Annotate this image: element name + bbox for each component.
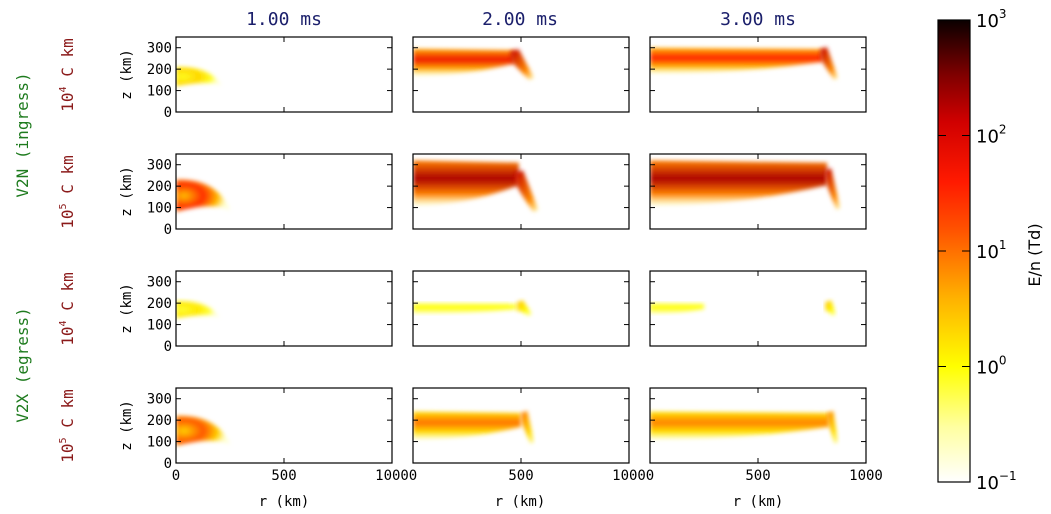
field-layer <box>650 300 836 316</box>
colorbar-tick-label: 100 <box>976 354 1007 379</box>
x-tick-label: 0 <box>172 468 180 484</box>
field-tip <box>827 410 838 444</box>
y-axis-label: z (km) <box>119 49 135 100</box>
field-band <box>413 160 519 206</box>
row-label-4: 105 C km <box>58 389 77 462</box>
column-title-2: 2.00 ms <box>482 9 558 30</box>
field-tip <box>825 300 836 316</box>
panel-r4-c3: 0 500 1000 <box>646 387 883 484</box>
y-tick-label: 0 <box>164 105 172 121</box>
field-layer <box>176 300 220 319</box>
row-label-2: 105 C km <box>58 155 77 228</box>
y-tick-label: 100 <box>147 201 172 217</box>
y-tick-label: 200 <box>147 413 172 429</box>
y-tick-label: 300 <box>147 41 172 57</box>
row-label-3: 104 C km <box>58 272 77 345</box>
colorbar-tick-label: 103 <box>976 7 1007 32</box>
panel-r3-c1: 0 100 200 300 z (km) <box>119 270 393 355</box>
panel-frame <box>412 36 630 113</box>
y-tick-label: 100 <box>147 435 172 451</box>
y-tick-label: 0 <box>164 222 172 238</box>
panel-r1-c2 <box>412 36 630 113</box>
panel-r4-c1: 0 100 200 300 0 500 1000 z (km) <box>119 387 409 484</box>
x-tick-label: 0 <box>646 468 654 484</box>
field-band <box>650 160 828 206</box>
field-arc <box>176 66 222 87</box>
x-tick-label: 1000 <box>375 468 409 484</box>
colorbar-tick-label: 102 <box>976 123 1007 148</box>
field-layer <box>413 300 532 316</box>
x-axis-label-3: r (km) <box>733 494 784 510</box>
field-band <box>413 48 515 76</box>
panel-r2-c1: 0 100 200 300 z (km) <box>119 153 393 238</box>
colorbar-tick-label: 10−1 <box>976 469 1017 494</box>
field-tip <box>521 410 534 444</box>
x-tick-label: 1000 <box>849 468 883 484</box>
panel-r2-c3 <box>649 153 867 230</box>
x-tick-label: 1000 <box>612 468 646 484</box>
y-axis-label: z (km) <box>119 400 135 451</box>
field-tip <box>517 300 532 316</box>
field-layer <box>650 47 838 80</box>
field-layer <box>413 48 534 80</box>
y-tick-label: 300 <box>147 275 172 291</box>
x-tick-label: 500 <box>508 468 533 484</box>
field-tip <box>820 47 838 80</box>
row-label-1: 104 C km <box>58 38 77 111</box>
group-label-v2x: V2X (egress) <box>13 307 32 423</box>
y-axis-label: z (km) <box>119 283 135 334</box>
group-label-v2n: V2N (ingress) <box>13 72 32 197</box>
y-tick-label: 300 <box>147 392 172 408</box>
field-tip <box>510 49 534 80</box>
colorbar: 103 102 101 100 10−1 E/n (Td) <box>937 7 1044 494</box>
y-axis-label: z (km) <box>119 166 135 217</box>
panel-r3-c2 <box>412 270 630 347</box>
field-tip <box>514 170 539 212</box>
y-tick-label: 100 <box>147 318 172 334</box>
field-band <box>413 303 517 314</box>
x-tick-label: 0 <box>409 468 417 484</box>
panel-r1-c3 <box>649 36 867 113</box>
column-title-3: 3.00 ms <box>720 9 796 30</box>
panel-grid: 0 100 200 300 z (km) 0 100 200 300 z (km) 0 100 200 3… <box>119 36 883 484</box>
y-tick-label: 100 <box>147 84 172 100</box>
field-band <box>650 47 823 74</box>
x-axis-label-2: r (km) <box>495 494 546 510</box>
colorbar-ticks: 103 102 101 100 10−1 <box>938 7 1017 494</box>
panel-r2-c2 <box>412 153 630 230</box>
field-band <box>413 411 521 440</box>
colorbar-tick-label: 101 <box>976 238 1007 263</box>
field-layer <box>650 410 838 444</box>
field-band <box>650 411 830 440</box>
field-arc <box>176 415 230 446</box>
field-tip <box>825 168 841 210</box>
panel-r3-c3 <box>649 270 867 347</box>
field-layer <box>413 410 534 444</box>
field-layer <box>176 415 230 446</box>
y-tick-label: 200 <box>147 179 172 195</box>
y-tick-label: 300 <box>147 158 172 174</box>
field-layer <box>650 160 841 210</box>
y-tick-label: 200 <box>147 62 172 78</box>
colorbar-label: E/n (Td) <box>1025 223 1044 286</box>
y-tick-label: 0 <box>164 339 172 355</box>
field-arc <box>176 300 220 319</box>
field-layer <box>413 160 539 212</box>
column-title-1: 1.00 ms <box>246 9 322 30</box>
field-arc <box>176 179 230 212</box>
panel-r4-c2: 0 500 1000 <box>409 387 646 484</box>
field-layer <box>176 179 230 212</box>
x-tick-label: 500 <box>745 468 770 484</box>
x-axis-label-1: r (km) <box>259 494 310 510</box>
y-tick-label: 200 <box>147 296 172 312</box>
y-tick-label: 0 <box>164 456 172 472</box>
panel-r1-c1: 0 100 200 300 z (km) <box>119 36 393 121</box>
field-band <box>650 303 704 314</box>
field-layer <box>176 66 222 87</box>
x-tick-label: 500 <box>271 468 296 484</box>
